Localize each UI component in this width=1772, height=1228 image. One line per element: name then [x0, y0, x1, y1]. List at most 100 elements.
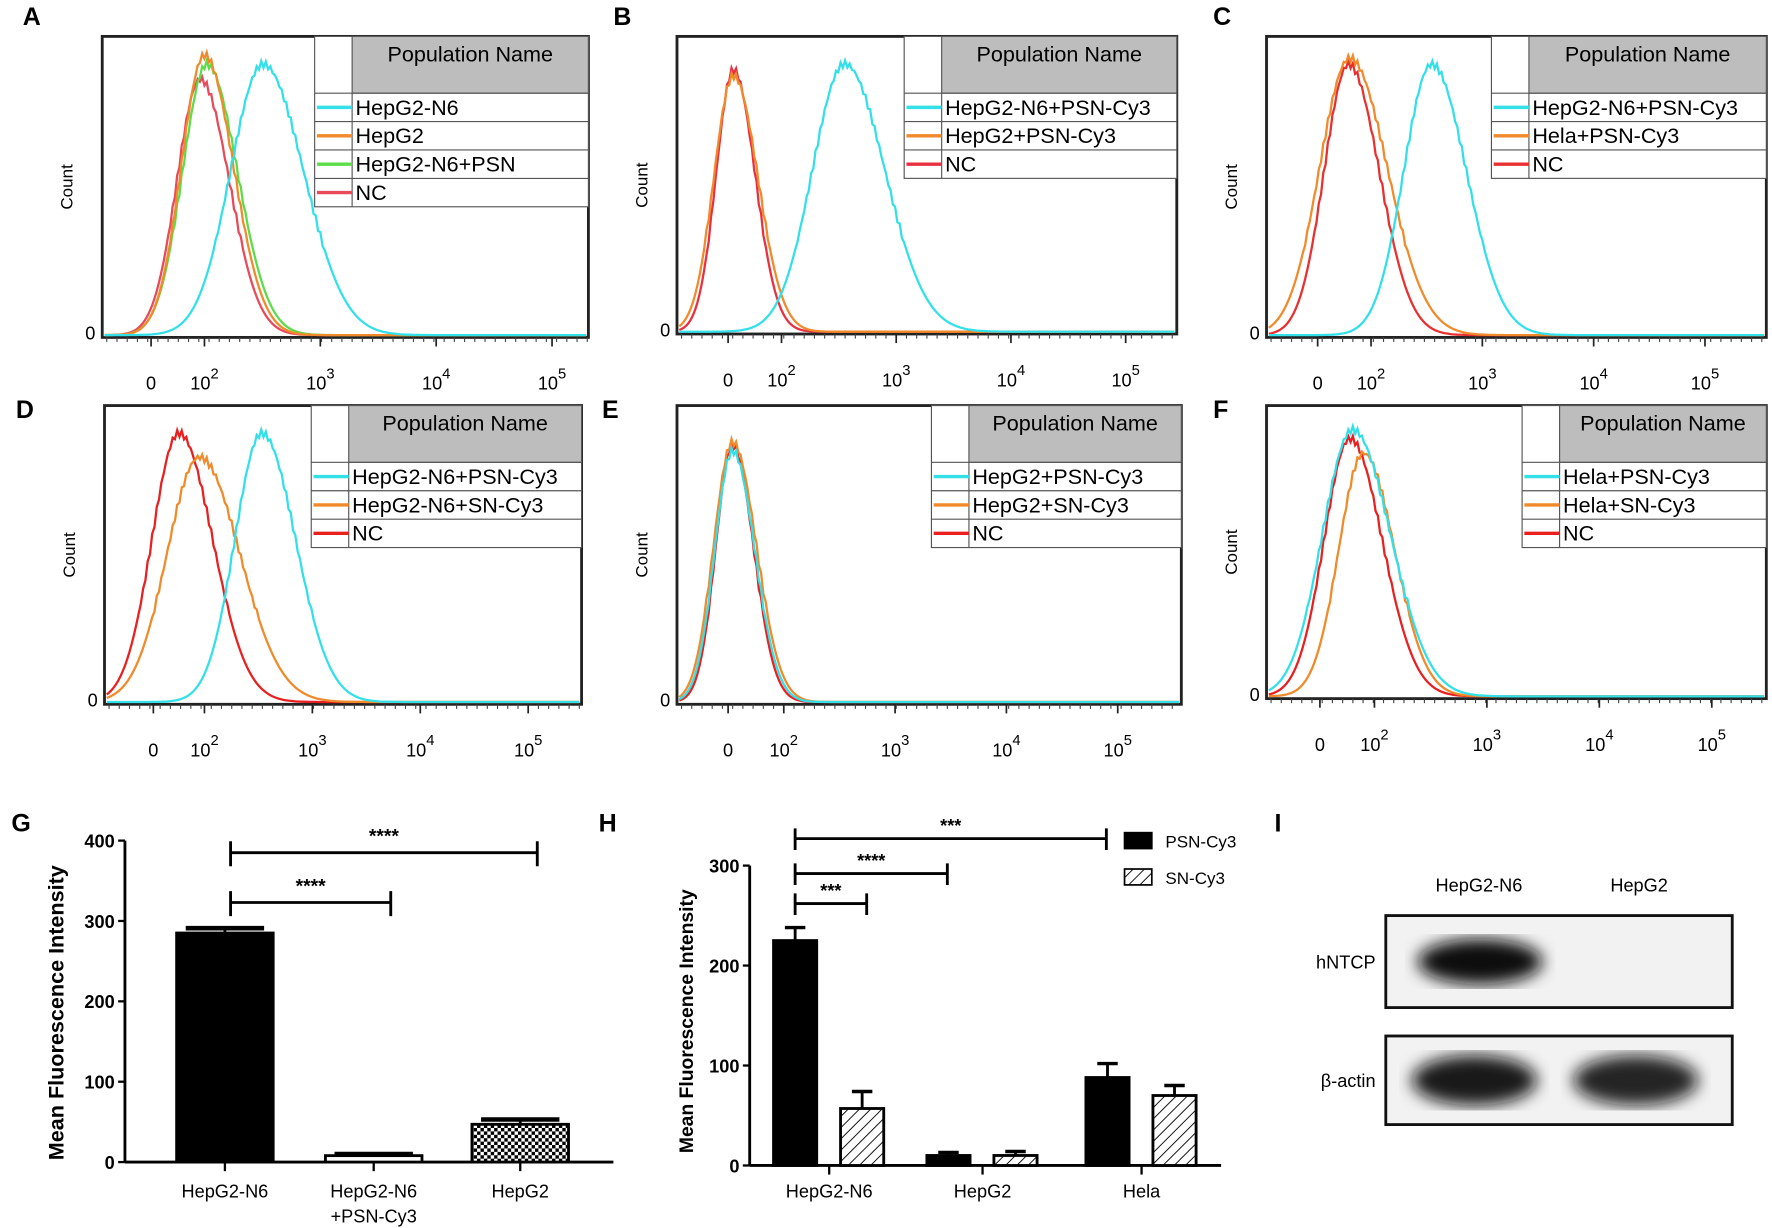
x-tick-label: 0 — [723, 370, 733, 390]
flow-panel-F: 0 102 103 104 105 0 Count Population Name Hela+P… — [1222, 404, 1768, 755]
bar-2 — [470, 1122, 570, 1164]
panel-label-G: G — [11, 810, 30, 838]
western-blot-I: HepG2-N6 HepG2 hNTCP β-actin — [1316, 876, 1734, 1127]
legend-header — [351, 35, 589, 94]
legend-entry: HepG2+SN-Cy3 — [972, 492, 1129, 517]
x-tick-label: 103 — [306, 366, 334, 393]
bar-psn-cy3 — [1084, 1076, 1131, 1167]
legend-entry: Hela+SN-Cy3 — [1563, 492, 1696, 517]
row-label: β-actin — [1321, 1071, 1376, 1091]
histogram-curve-hepg2-n6-psn-cy3 — [106, 425, 580, 704]
legend-header — [1528, 35, 1767, 94]
bar-psn-cy3 — [925, 1154, 972, 1167]
histogram-curve-hela-psn-cy3 — [1268, 422, 1765, 698]
legend-entry: HepG2-N6+PSN-Cy3 — [352, 464, 558, 489]
x-tick-label: HepG2 — [491, 1181, 549, 1201]
panel-label-I: I — [1274, 810, 1281, 838]
x-tick-label: 0 — [1313, 374, 1323, 394]
panel-label-D: D — [16, 396, 34, 424]
significance-bracket — [793, 863, 949, 885]
panel-label-B: B — [613, 3, 631, 31]
lane-label: HepG2 — [1610, 876, 1668, 896]
flow-panel-E: 0 102 103 104 105 0 Count Population Name HepG2+… — [632, 404, 1183, 761]
y-tick-label: 100 — [709, 1056, 739, 1076]
legend-entry: NC — [356, 180, 387, 205]
flow-panel-D: 0 102 103 104 105 0 Count Population Name HepG2-… — [60, 404, 583, 761]
x-tick-label: 102 — [1360, 728, 1388, 755]
histogram-curve-hepg2-n6-psn-cy3 — [679, 56, 1175, 333]
legend-entry: Hela+PSN-Cy3 — [1532, 123, 1679, 148]
x-tick-label: 104 — [1579, 366, 1607, 393]
protein-band — [1411, 1055, 1537, 1106]
legend: Population Name HepG2-N6 HepG2 HepG2-N6+PSN… — [314, 35, 589, 208]
y-zero-label: 0 — [1250, 685, 1260, 705]
legend-entry: HepG2+PSN-Cy3 — [945, 123, 1116, 148]
y-tick-label: 200 — [84, 992, 114, 1012]
significance-bracket — [793, 893, 869, 915]
y-axis-label: Mean Fluorescence Intensity — [44, 865, 69, 1160]
y-tick-label: 400 — [84, 831, 114, 851]
legend-entry: NC — [1563, 521, 1594, 546]
y-axis-label: Count — [632, 162, 651, 208]
x-tick-label: HepG2 — [954, 1181, 1012, 1201]
x-tick-label: 102 — [1357, 366, 1385, 393]
legend-entry: NC — [1532, 152, 1563, 177]
significance-bracket — [793, 828, 1108, 850]
y-axis-label: Mean Fluorescence Intensity — [677, 889, 698, 1153]
bar-sn-cy3 — [1151, 1094, 1198, 1167]
protein-band — [1573, 1055, 1699, 1106]
legend: Population Name HepG2-N6+PSN-Cy3 HepG2-N6+… — [310, 404, 583, 549]
x-tick-label: 105 — [538, 366, 566, 393]
legend-entry: HepG2 — [356, 123, 424, 148]
bar-chart-G: 0 100 200 300 400 Mean Fluorescence Intensity… — [44, 826, 614, 1226]
x-tick-label: 0 — [723, 741, 733, 761]
legend-header — [941, 35, 1178, 94]
bar-sn-cy3 — [839, 1107, 886, 1167]
legend: Population Name HepG2-N6+PSN-Cy3 Hela+PSN-… — [1490, 35, 1767, 179]
x-tick-label: 104 — [406, 733, 434, 760]
y-zero-label: 0 — [88, 691, 98, 711]
significance-label: *** — [820, 881, 842, 901]
significance-bracket — [229, 841, 539, 867]
panel-label-C: C — [1213, 3, 1231, 31]
significance-label: **** — [296, 876, 327, 897]
x-tick-label: HepG2-N6 — [786, 1181, 873, 1201]
legend-header — [348, 404, 583, 463]
protein-band — [1417, 938, 1543, 985]
panel-label-H: H — [599, 810, 617, 838]
significance-bracket — [229, 891, 393, 917]
x-tick-label: Hela — [1123, 1181, 1161, 1201]
y-tick-label: 200 — [709, 956, 739, 976]
y-zero-label: 0 — [1250, 324, 1260, 344]
x-tick-label: 104 — [1585, 728, 1613, 755]
x-tick-label: 103 — [881, 733, 909, 760]
x-tick-label: 0 — [148, 741, 158, 761]
y-axis-label: Count — [1222, 164, 1241, 210]
legend-title: Population Name — [1580, 411, 1746, 436]
legend-entry: HepG2-N6+PSN-Cy3 — [1532, 95, 1738, 120]
x-tick-label: 0 — [1315, 735, 1325, 755]
legend-entry: HepG2-N6 — [356, 95, 459, 120]
significance-label: **** — [857, 851, 886, 871]
legend-entry: HepG2+PSN-Cy3 — [972, 464, 1143, 489]
bar-psn-cy3 — [772, 939, 819, 1167]
x-tick-label: 105 — [1698, 728, 1726, 755]
legend-title: Population Name — [1565, 41, 1731, 66]
bar-chart-H: 0 100 200 300 Mean Fluorescence Intensity Hep… — [677, 816, 1236, 1201]
y-axis-label: Count — [60, 532, 79, 578]
legend-swatch — [1123, 831, 1153, 850]
histogram-curve-hepg2-n6-psn-cy3 — [1268, 57, 1765, 337]
legend: Population Name HepG2-N6+PSN-Cy3 HepG2+PSN… — [903, 35, 1178, 179]
y-zero-label: 0 — [660, 320, 670, 340]
legend: Population Name Hela+PSN-Cy3 Hela+SN-Cy3 NC — [1521, 404, 1767, 549]
legend-title: Population Name — [976, 41, 1142, 66]
lane-label: HepG2-N6 — [1436, 876, 1523, 896]
legend-header — [1559, 404, 1767, 463]
x-tick-label: 105 — [514, 733, 542, 760]
x-tick-label: 104 — [422, 366, 450, 393]
y-tick-label: 100 — [84, 1073, 114, 1093]
x-tick-label: 102 — [190, 733, 218, 760]
legend-entry: Hela+PSN-Cy3 — [1563, 464, 1710, 489]
legend-swatch — [1123, 868, 1153, 886]
